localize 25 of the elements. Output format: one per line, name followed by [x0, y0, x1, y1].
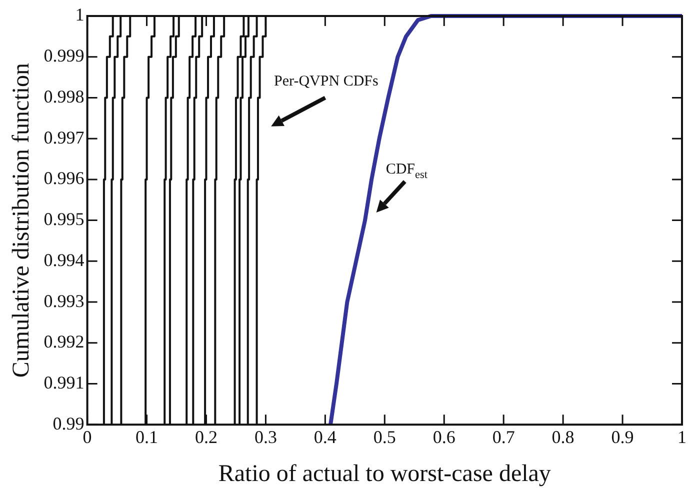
x-tick-label: 0	[82, 427, 92, 448]
y-tick-label: 0.991	[44, 372, 84, 392]
y-tick-label: 1	[75, 4, 84, 25]
y-tick-label: 0.996	[44, 168, 84, 188]
x-tick-label: 0.2	[194, 427, 218, 448]
x-tick-label: 0.5	[373, 427, 396, 448]
x-tick-label: 0.4	[314, 427, 336, 448]
y-tick-label: 0.999	[44, 46, 84, 66]
y-tick-label: 0.998	[44, 86, 84, 106]
y-tick-label: 0.99	[52, 413, 84, 434]
x-tick-label: 0.3	[254, 427, 277, 448]
x-tick-label: 0.8	[552, 427, 574, 448]
x-tick-label: 1	[678, 427, 686, 448]
x-tick-label: 0.9	[611, 427, 634, 448]
x-tick-label: 0.1	[136, 427, 158, 448]
y-tick-label: 0.992	[44, 332, 84, 352]
x-tick-label: 0.6	[432, 427, 456, 448]
y-axis-title: Cumulative distribution function	[8, 62, 35, 378]
y-tick-label: 0.995	[44, 209, 84, 230]
annotation: Per-QVPN CDFs	[274, 73, 378, 90]
y-tick-label: 0.997	[44, 127, 84, 148]
x-axis-title: Ratio of actual to worst-case delay	[218, 460, 551, 487]
x-tick-label: 0.7	[492, 427, 515, 448]
y-tick-label: 0.994	[44, 250, 84, 270]
y-tick-label: 0.993	[44, 290, 84, 311]
